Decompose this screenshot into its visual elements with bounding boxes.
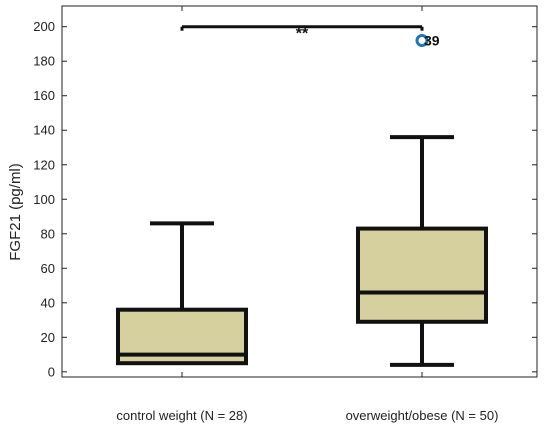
y-tick-label: 180 (33, 54, 55, 69)
outlier-point (415, 34, 429, 48)
y-tick-label: 120 (33, 157, 55, 172)
box (356, 226, 488, 324)
y-tick-label: 100 (33, 192, 55, 207)
plot-area: 0 20 40 60 80 100 120 140 160 180 200 control weigh… (33, 5, 538, 423)
y-tick-label: 80 (41, 226, 55, 241)
y-tick-label: 140 (33, 123, 55, 138)
y-tick-label: 160 (33, 88, 55, 103)
y-tick-label: 40 (41, 295, 55, 310)
y-tick-label: 20 (41, 330, 55, 345)
y-tick-label: 0 (48, 364, 55, 379)
y-tick-label: 200 (33, 19, 55, 34)
y-tick-label: 60 (41, 261, 55, 276)
axes-frame (61, 5, 538, 378)
x-category-label: control weight (N = 28) (116, 408, 247, 423)
x-category-label: overweight/obese (N = 50) (346, 408, 499, 423)
y-axis-label: FGF21 (pg/ml) (7, 163, 24, 261)
outlier-label: 39 (424, 33, 440, 49)
significance-label: ** (296, 26, 309, 43)
